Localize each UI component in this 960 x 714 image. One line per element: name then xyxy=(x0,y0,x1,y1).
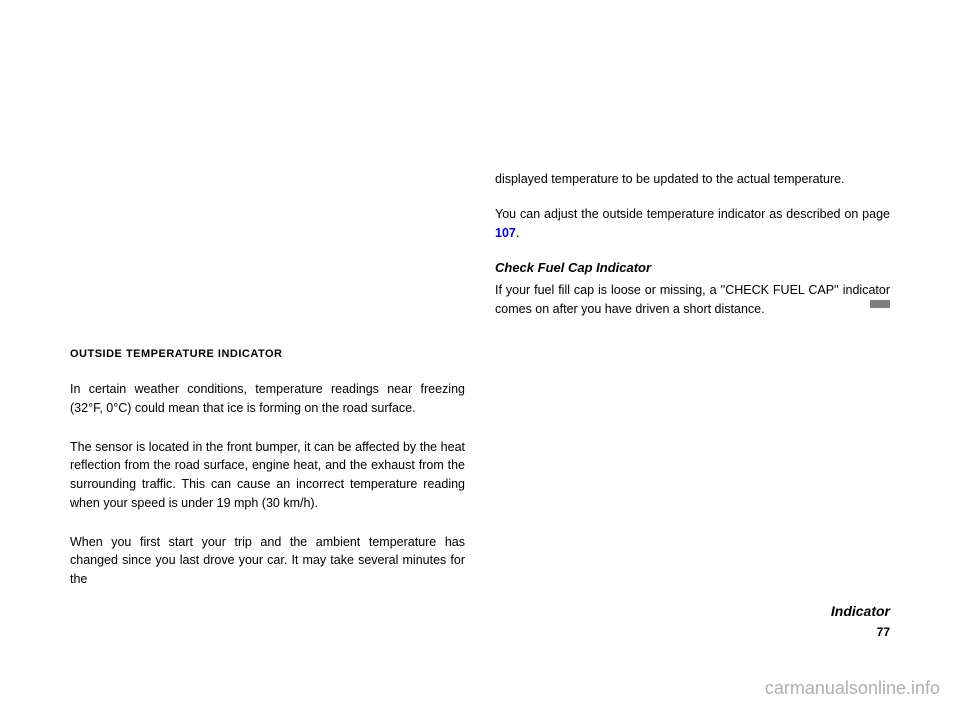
subheading-check-fuel: Check Fuel Cap Indicator xyxy=(495,260,890,275)
right-p2-end: . xyxy=(516,226,519,240)
left-paragraph-3: When you first start your trip and the a… xyxy=(70,533,465,589)
right-paragraph-1: displayed temperature to be updated to t… xyxy=(495,170,890,189)
right-p2-text: You can adjust the outside temperature i… xyxy=(495,207,890,221)
left-paragraph-2: The sensor is located in the front bumpe… xyxy=(70,438,465,513)
right-paragraph-2: You can adjust the outside temperature i… xyxy=(495,205,890,243)
page-tab-box xyxy=(870,300,890,308)
diagram-caption: OUTSIDE TEMPERATURE INDICATOR xyxy=(70,348,465,360)
left-paragraph-1: In certain weather conditions, temperatu… xyxy=(70,380,465,418)
diagram-placeholder xyxy=(70,60,465,340)
watermark: carmanualsonline.info xyxy=(765,678,940,699)
content-area: OUTSIDE TEMPERATURE INDICATOR In certain… xyxy=(70,60,890,589)
page-tab xyxy=(870,300,890,308)
page-reference-link[interactable]: 107 xyxy=(495,226,516,240)
section-footer-title: Indicator xyxy=(831,603,890,619)
page-number: 77 xyxy=(877,625,890,639)
left-column: OUTSIDE TEMPERATURE INDICATOR In certain… xyxy=(70,60,465,589)
right-column: displayed temperature to be updated to t… xyxy=(495,60,890,589)
spacer xyxy=(495,60,890,170)
page-container: OUTSIDE TEMPERATURE INDICATOR In certain… xyxy=(0,0,960,714)
right-paragraph-3: If your fuel fill cap is loose or missin… xyxy=(495,281,890,319)
